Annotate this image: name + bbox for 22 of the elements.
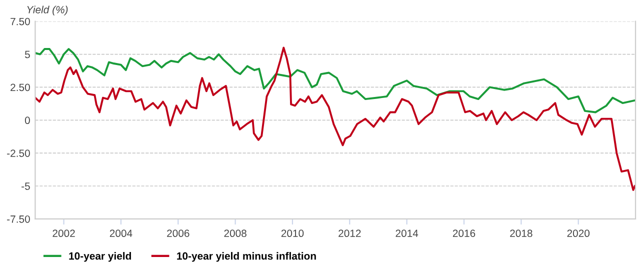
legend-label: 10-year yield <box>69 252 131 262</box>
x-tick-label: 2016 <box>452 230 476 238</box>
x-tick-label: 2010 <box>281 230 304 238</box>
line-series <box>35 46 636 191</box>
x-tick-label: 2014 <box>396 230 418 238</box>
y-tick-label: 5 <box>24 50 30 58</box>
x-tick-label: 2020 <box>567 230 590 238</box>
y-tick-label: 7.50 <box>10 18 30 26</box>
x-tick-label: 2004 <box>110 230 132 238</box>
y-tick-label: -5 <box>22 182 30 190</box>
y-tick-label: -2.50 <box>7 150 30 157</box>
line-series <box>35 48 636 114</box>
x-tick-label: 2012 <box>338 230 361 238</box>
x-tick-label: 2006 <box>167 230 190 238</box>
y-axis-title: Yield (%) <box>27 6 68 16</box>
y-tick-label: -7.50 <box>7 215 30 223</box>
y-tick-label: 0 <box>24 116 30 124</box>
y-tick-label: 2.50 <box>10 84 30 92</box>
x-tick-label: 2008 <box>224 230 246 238</box>
x-tick-label: 2002 <box>52 230 75 238</box>
x-tick-label: 2018 <box>510 230 532 238</box>
legend-label: 10-year yield minus inflation <box>177 252 316 262</box>
